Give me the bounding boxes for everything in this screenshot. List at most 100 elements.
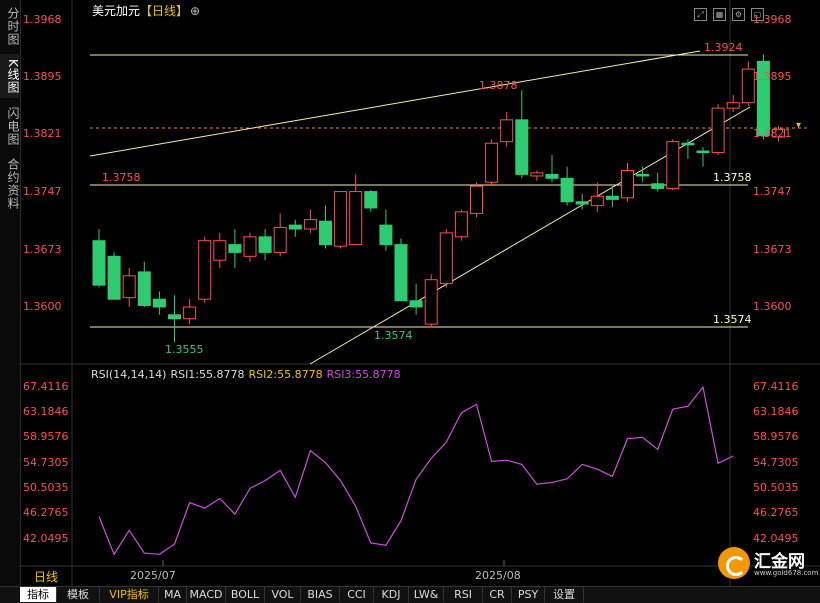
chart-area: 美元加元【日线】 ⊕ ⤢ ▦ ⚙ ▢ ▾ 1.3968 1.3895 1.3821 1.… [20, 0, 820, 586]
rsi-axis-label: 50.5035 [23, 481, 69, 494]
indicator-boll[interactable]: BOLL [226, 587, 265, 602]
candle-body [152, 298, 166, 308]
low-annotation: 1.3555 [165, 343, 204, 356]
settings-button[interactable]: 设置 [545, 587, 584, 602]
tab-timeshare[interactable]: 分时图 [6, 6, 20, 46]
candle-body [288, 224, 302, 230]
candle-body [137, 271, 151, 306]
candle-body [107, 255, 121, 300]
rsi-title: RSI(14,14,14) [91, 368, 167, 381]
candle-body [560, 177, 574, 203]
lower-trendline [309, 106, 751, 365]
candle-body [273, 226, 287, 253]
price-axis-label: 1.3968 [23, 13, 62, 26]
period-label: 【日线】 [140, 4, 189, 18]
rsi-axis-label-right: 46.2765 [753, 506, 799, 519]
logo-url: www.gold678.com [754, 569, 819, 577]
indicator-cci[interactable]: CCI [340, 587, 374, 602]
candle-body [636, 173, 650, 177]
gold678-logo: 汇金网 www.gold678.com [718, 545, 820, 581]
low2-annotation: 1.3574 [374, 329, 413, 342]
candle-body [364, 191, 378, 209]
restore-icon[interactable]: ▢ [751, 8, 764, 21]
price-axis-label: 1.3600 [23, 300, 62, 313]
tab-kline[interactable]: K线图 [0, 54, 20, 98]
grid-icon[interactable]: ▦ [713, 8, 726, 21]
indicator-cr[interactable]: CR [483, 587, 512, 602]
price-axis-label-right: 1.3600 [753, 300, 792, 313]
tab-vip-indicator[interactable]: VIP指标 [100, 587, 159, 602]
rsi-axis-label-right: 50.5035 [753, 481, 799, 494]
candle-body [545, 173, 559, 179]
price-axis-label-right: 1.3968 [753, 13, 792, 26]
upper-trendline [89, 50, 701, 157]
candle-body [92, 240, 106, 286]
indicator-kdj[interactable]: KDJ [374, 587, 409, 602]
level-2-right-annotation: 1.3574 [713, 313, 752, 326]
indicator-rsi[interactable]: RSI [444, 587, 483, 602]
candle-body [605, 195, 619, 200]
add-indicator-icon[interactable]: ⊕ [190, 4, 201, 18]
rsi-axis-label: 54.7305 [23, 456, 69, 469]
level-1-right-annotation: 1.3758 [713, 171, 752, 184]
settings-icon[interactable]: ⚙ [732, 8, 745, 21]
rsi-axis-label: 63.1846 [23, 405, 69, 418]
period-selector[interactable]: 日线 [34, 570, 59, 584]
candle-body [485, 142, 499, 183]
kline-chart[interactable]: ▾ [20, 0, 820, 586]
mid-high-annotation: 1.3878 [479, 79, 518, 92]
candle-body [319, 220, 332, 246]
rsi2-value: RSI2:55.8778 [248, 368, 323, 381]
indicator-bias[interactable]: BIAS [301, 587, 340, 602]
tab-template[interactable]: 模板 [57, 587, 100, 602]
candle-body [772, 128, 785, 138]
fullscreen-icon[interactable]: ⤢ [694, 8, 707, 21]
candle-body [409, 300, 423, 308]
tab-flash[interactable]: 闪电图 [6, 106, 20, 146]
price-axis-label: 1.3747 [23, 185, 62, 198]
candle-body [711, 107, 725, 154]
candle-body [726, 102, 740, 109]
candle-body [651, 183, 665, 189]
candle-body [349, 191, 363, 246]
candle-body [228, 244, 242, 253]
rsi-axis-label-right: 42.0495 [753, 532, 799, 545]
tab-contract-info[interactable]: 合约资料 [6, 158, 20, 210]
candle-body [500, 119, 514, 143]
candle-body [183, 306, 197, 320]
indicator-ma[interactable]: MA [159, 587, 187, 602]
indicator-vol[interactable]: VOL [265, 587, 301, 602]
candle-body [696, 150, 710, 154]
rsi-axis-label: 42.0495 [23, 532, 69, 545]
price-arrow-icon: ▾ [796, 120, 801, 131]
indicator-bar: 指标 模板 VIP指标 MA MACD BOLL VOL BIAS CCI KD… [0, 586, 820, 603]
high-annotation: 1.3924 [704, 41, 743, 54]
chart-toolbar: ⤢ ▦ ⚙ ▢ [688, 2, 764, 21]
candle-body [590, 195, 604, 207]
left-tab-bar: 分时图 K线图 闪电图 合约资料 [0, 0, 21, 586]
indicator-macd[interactable]: MACD [187, 587, 226, 602]
candle-body [530, 172, 544, 177]
candle-body [756, 60, 770, 136]
rsi-axis-label: 58.9576 [23, 430, 69, 443]
candle-body [379, 224, 393, 246]
indicator-psy[interactable]: PSY [512, 587, 545, 602]
logo-mark-icon [718, 547, 750, 579]
rsi1-value: RSI1:55.8778 [170, 368, 245, 381]
level-1-annotation: 1.3758 [102, 171, 141, 184]
candle-body [470, 185, 483, 214]
price-axis-label: 1.3821 [23, 127, 62, 140]
candle-body [394, 244, 408, 302]
candle-body [334, 191, 348, 247]
price-axis-label-right: 1.3673 [753, 243, 792, 256]
candle-body [575, 201, 589, 205]
rsi-axis-label: 67.4116 [23, 380, 69, 393]
candle-body [666, 141, 680, 189]
symbol-name: 美元加元 [92, 4, 141, 18]
candle-body [681, 142, 695, 146]
price-axis-label-right: 1.3895 [753, 70, 792, 83]
candle-body [243, 236, 257, 257]
tab-indicator[interactable]: 指标 [20, 587, 57, 602]
chart-title: 美元加元【日线】 ⊕ [92, 2, 200, 19]
indicator-lw[interactable]: LW& [409, 587, 444, 602]
